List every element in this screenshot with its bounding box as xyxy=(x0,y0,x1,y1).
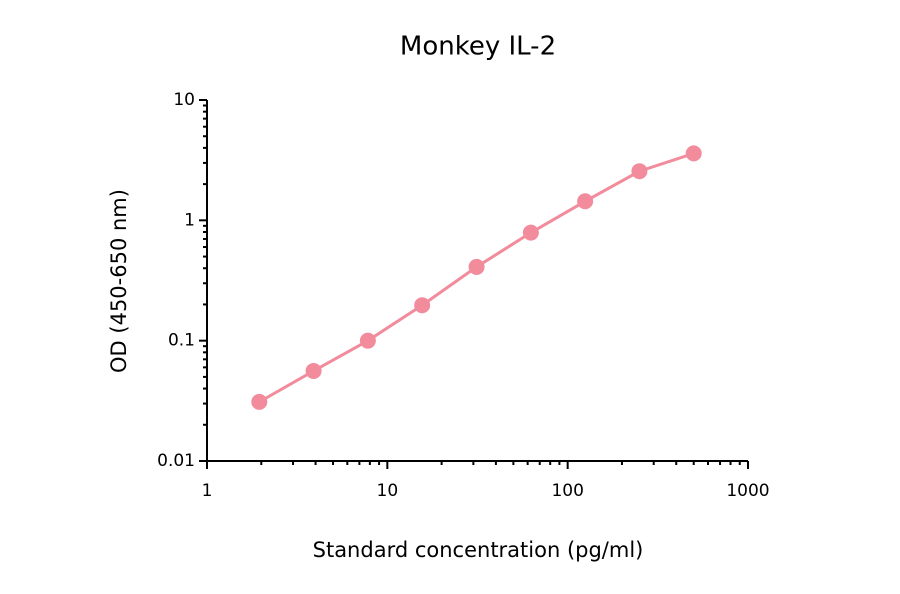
y-tick-label: 0.01 xyxy=(157,451,195,471)
series-line xyxy=(258,151,695,404)
data-point xyxy=(522,224,539,241)
x-tick-label: 10 xyxy=(377,481,399,501)
data-point xyxy=(577,193,594,210)
data-point xyxy=(685,145,702,162)
data-point xyxy=(631,163,648,180)
x-tick-label: 100 xyxy=(551,481,583,501)
y-tick-label: 1 xyxy=(184,210,195,230)
data-point xyxy=(414,297,431,314)
chart-title: Monkey IL-2 xyxy=(400,32,556,62)
data-point xyxy=(251,393,268,410)
x-tick-label: 1 xyxy=(202,481,213,501)
data-point xyxy=(305,362,322,379)
x-axis-label: Standard concentration (pg/ml) xyxy=(313,538,644,562)
y-axis-label: OD (450-650 nm) xyxy=(107,189,131,373)
data-point xyxy=(468,258,485,275)
y-tick-label: 0.1 xyxy=(168,331,195,351)
data-point xyxy=(359,332,376,349)
y-tick-label: 10 xyxy=(173,90,195,110)
x-tick-label: 1000 xyxy=(726,481,769,501)
